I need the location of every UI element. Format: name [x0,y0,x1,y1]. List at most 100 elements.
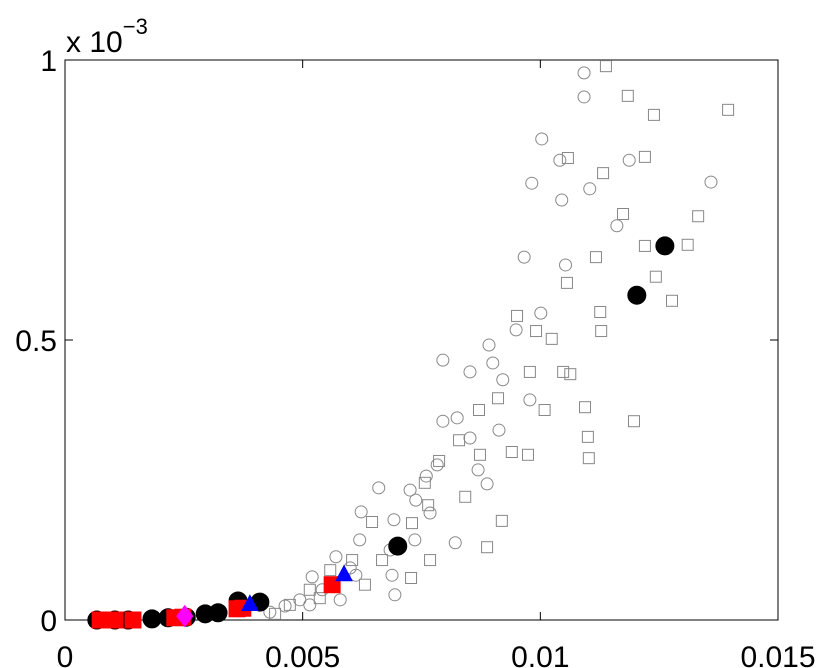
data-point [523,365,536,378]
data-point [595,325,608,338]
data-point [559,258,573,272]
data-point [521,448,534,461]
data-point [599,60,612,73]
data-point [424,554,437,567]
data-point [324,564,337,577]
data-point [560,276,573,289]
data-point [582,452,595,465]
data-point [495,514,508,527]
data-point [523,393,537,407]
data-point [346,554,359,567]
data-point [303,583,316,596]
data-point [480,477,494,491]
data-point [627,415,640,428]
data-point [511,309,524,322]
data-point [496,373,510,387]
data-point [535,132,549,146]
data-point [486,356,500,370]
data-point [388,536,408,556]
data-point [577,66,591,80]
data-point [387,513,401,527]
data-point [353,533,367,547]
data-point [106,611,124,629]
data-point [376,554,389,567]
data-point [564,368,577,381]
data-point [448,536,462,550]
data-point [481,541,494,554]
data-point [303,598,317,612]
data-point [617,208,630,220]
data-point [589,251,602,264]
data-point [594,306,607,318]
data-point [436,414,450,428]
data-point [553,153,567,167]
data-point [666,294,679,307]
data-point [91,611,109,629]
data-point [142,609,162,629]
data-point [241,594,259,611]
data-point [525,176,539,190]
data-point [354,505,368,519]
data-point [433,454,446,467]
data-point [372,481,386,495]
data-point [471,463,485,477]
data-point [482,338,496,352]
data-point [409,493,423,507]
data-point [638,150,651,163]
data-point [459,490,472,503]
data-point [577,90,591,104]
data-point [530,325,543,338]
data-point [692,210,705,223]
data-point [333,593,347,607]
data-point [463,431,477,445]
data-point [704,175,718,189]
data-point [561,152,574,164]
y-exponent: x 10−3 [66,14,148,59]
data-point [621,89,634,102]
data-point [534,306,548,320]
data-point [405,517,418,530]
y-tick-label: 1 [40,45,57,78]
data-point [627,285,647,305]
data-point [405,572,418,584]
data-point [505,446,518,458]
data-point [622,153,636,167]
data-point [638,239,651,252]
data-point [269,607,282,620]
data-point [463,365,477,379]
data-point [335,564,353,582]
data-point [649,270,662,283]
data-point [655,236,675,256]
data-point [283,598,296,611]
data-point [555,193,569,207]
data-point [385,568,399,582]
data-point [492,392,505,405]
x-tick-label: 0.005 [265,641,340,668]
data-point [436,353,450,367]
data-point [366,516,379,528]
data-point [473,448,486,461]
data-point [208,603,228,623]
data-point [557,365,570,378]
data-point [581,430,594,443]
y-exponent-base: x 10 [66,26,123,59]
data-point [358,578,371,591]
x-tick-label: 0 [57,641,74,668]
data-point [418,476,431,489]
data-point [422,499,435,512]
y-tick-label: 0 [40,605,57,638]
data-point [305,570,319,584]
plot-area [64,59,779,621]
data-point [610,219,624,233]
data-point [492,423,506,437]
data-point [124,611,142,629]
data-point [647,108,660,121]
data-point [423,506,437,520]
data-point [408,533,422,547]
data-point [545,332,558,345]
data-point [509,323,523,337]
data-point [453,434,466,447]
data-point [722,103,735,116]
data-point [579,401,592,414]
data-point [329,550,343,564]
